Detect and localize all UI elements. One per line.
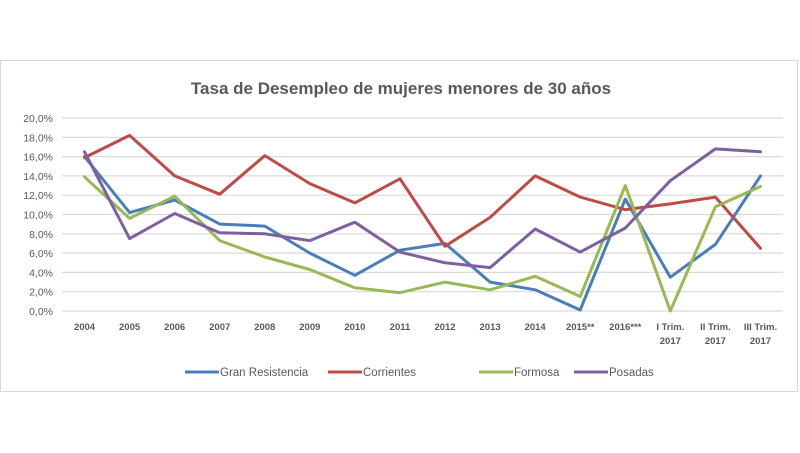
y-tick-label: 8,0%: [29, 229, 53, 241]
y-tick-label: 10,0%: [23, 210, 53, 222]
series-line-posadas: [83, 147, 762, 270]
x-tick-label: 2009: [299, 322, 320, 333]
x-tick-label: 2012: [434, 322, 455, 333]
x-tick-label: III Trim. 2017: [744, 322, 777, 347]
x-tick-label: 2014: [525, 322, 547, 333]
x-tick-label: 2005: [119, 322, 141, 333]
legend-label: Corrientes: [363, 367, 416, 379]
x-tick-label: II Trim. 2017: [700, 322, 731, 347]
y-tick-label: 12,0%: [23, 190, 53, 202]
y-tick-label: 4,0%: [29, 267, 53, 279]
series-line-formosa: [83, 175, 762, 313]
legend-item: Gran Resistencia: [185, 367, 309, 379]
x-tick-label: 2004: [74, 322, 96, 333]
x-tick-label: 2013: [480, 322, 501, 333]
x-tick-label: I Trim. 2017: [656, 322, 684, 347]
x-tick-label: 2016***: [609, 322, 642, 333]
y-tick-label: 16,0%: [23, 152, 53, 164]
x-tick-label: 2007: [209, 322, 230, 333]
series-line-gran-resistencia: [83, 155, 762, 312]
x-tick-label: 2006: [164, 322, 185, 333]
chart-frame: Tasa de Desempleo de mujeres menores de …: [0, 60, 798, 392]
x-tick-label: 2011: [390, 322, 411, 333]
y-tick-label: 2,0%: [29, 287, 53, 299]
legend-item: Posadas: [574, 367, 654, 379]
legend-item: Corrientes: [328, 367, 416, 379]
line-chart: Tasa de Desempleo de mujeres menores de …: [23, 79, 783, 379]
y-tick-label: 6,0%: [29, 248, 53, 260]
chart-title: Tasa de Desempleo de mujeres menores de …: [191, 79, 611, 98]
legend-label: Gran Resistencia: [220, 367, 309, 379]
y-tick-label: 14,0%: [23, 171, 53, 183]
legend-label: Posadas: [609, 367, 654, 379]
x-tick-label: 2008: [254, 322, 275, 333]
y-tick-label: 18,0%: [23, 132, 53, 144]
y-tick-label: 0,0%: [29, 306, 53, 318]
series-line-corrientes: [83, 133, 762, 250]
legend-item: Formosa: [479, 367, 560, 379]
x-tick-label: 2010: [344, 322, 365, 333]
x-axis-ticks: 2004 2005 2006 2007 2008 2009 2010 2011 2012 2013…: [74, 322, 777, 347]
legend-label: Formosa: [514, 367, 560, 379]
y-tick-label: 20,0%: [23, 113, 53, 125]
x-tick-label: 2015**: [566, 322, 595, 333]
y-axis-ticks: 0,0% 2,0% 4,0% 6,0% 8,0% 10,0% 12,0% 14,0% 16,0%…: [23, 113, 53, 318]
legend: Gran Resistencia Corrientes Formosa Posadas: [185, 367, 654, 379]
series-lines: [83, 133, 762, 313]
